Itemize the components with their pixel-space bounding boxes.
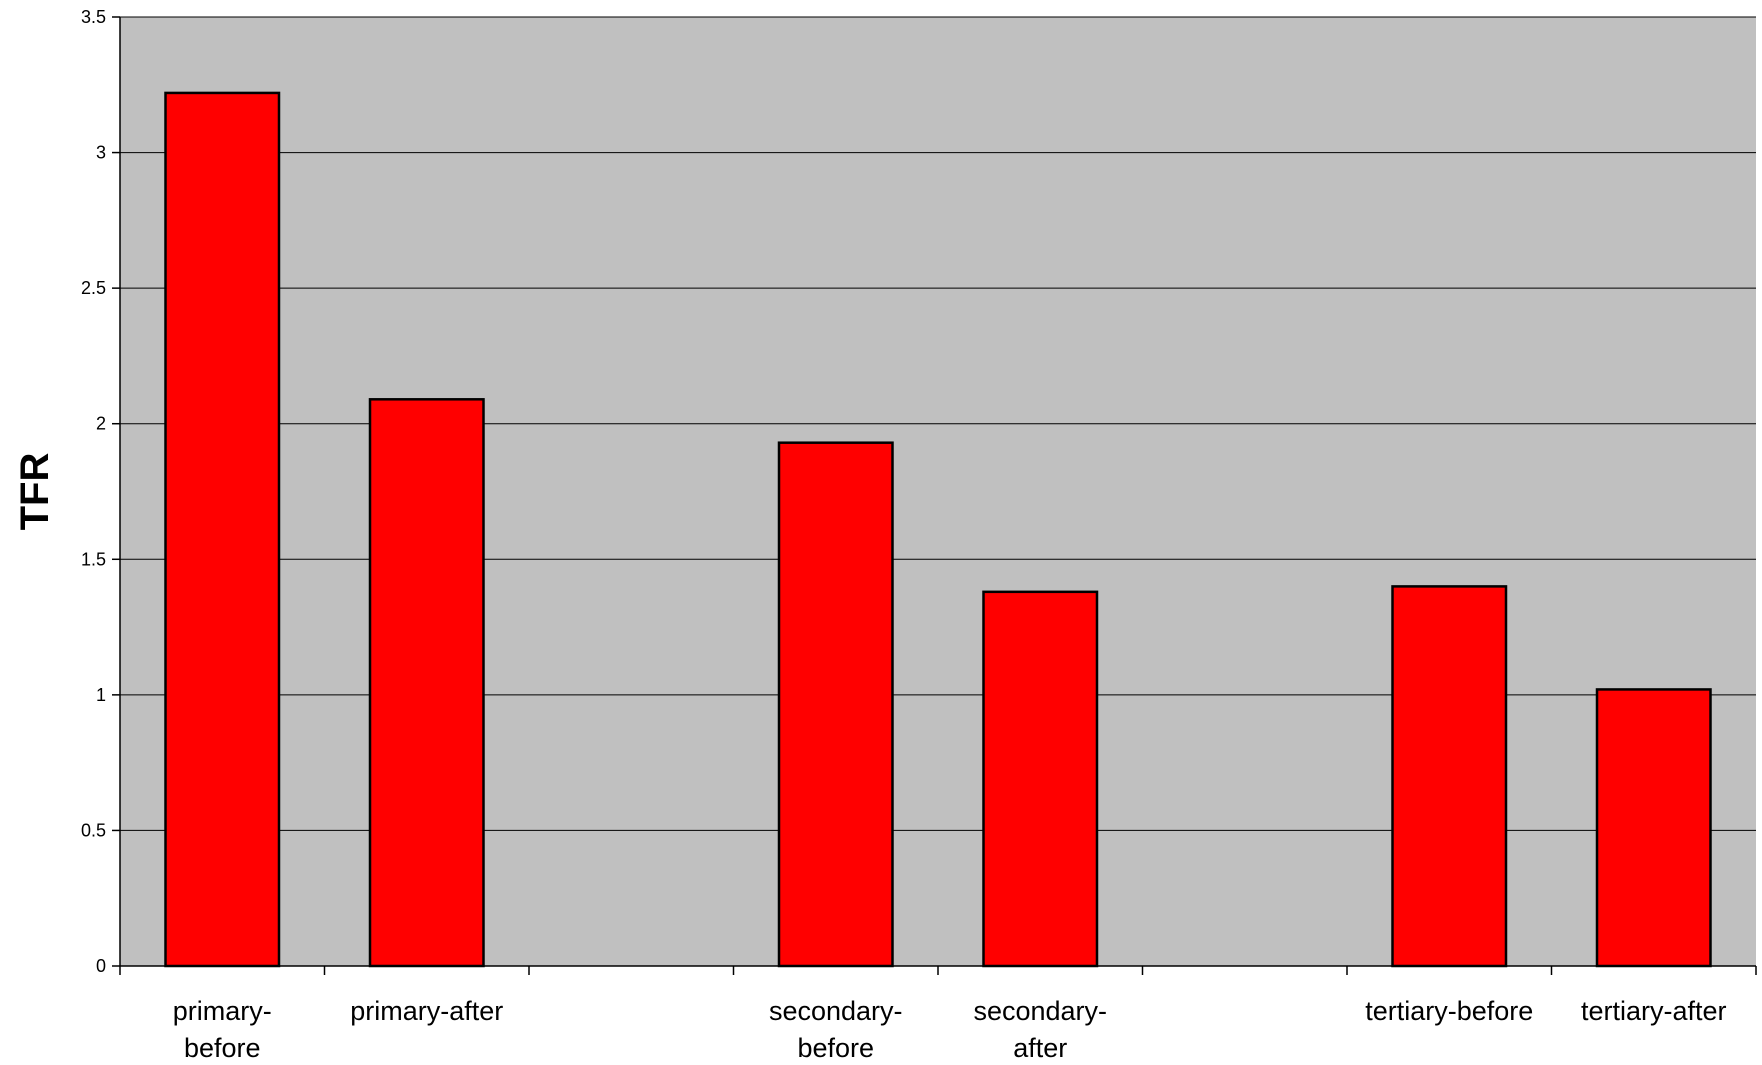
bar [1391,585,1508,968]
y-tick-label: 2.5 [81,278,106,298]
x-tick-label: tertiary-before [1365,996,1533,1026]
bar [368,398,485,968]
x-tick-labels: primary-before primary-after secondary-bef… [173,996,1727,1063]
bar [777,441,894,968]
x-tick-label: secondary-after [973,996,1107,1063]
y-tick-label: 2 [96,414,106,434]
y-tick-label: 1.5 [81,549,106,569]
bar [164,91,281,968]
x-tick-label: primary-before [173,996,272,1063]
axes [112,16,1757,975]
y-axis-label: TFR [13,453,57,531]
y-tick-label: 1 [96,685,106,705]
bar [982,590,1099,968]
y-tick-label: 0 [96,956,106,976]
bars [164,91,1712,968]
y-tick-label: 3.5 [81,7,106,27]
plot-area [120,17,1756,966]
x-tick-label: tertiary-after [1581,996,1727,1026]
y-tick-labels: 0 0.5 1 1.5 2 2.5 3 3.5 [81,7,106,976]
x-tick-label: secondary-before [769,996,903,1063]
bar [1595,688,1712,968]
y-tick-label: 3 [96,143,106,163]
y-tick-label: 0.5 [81,820,106,840]
x-tick-label: primary-after [350,996,503,1026]
